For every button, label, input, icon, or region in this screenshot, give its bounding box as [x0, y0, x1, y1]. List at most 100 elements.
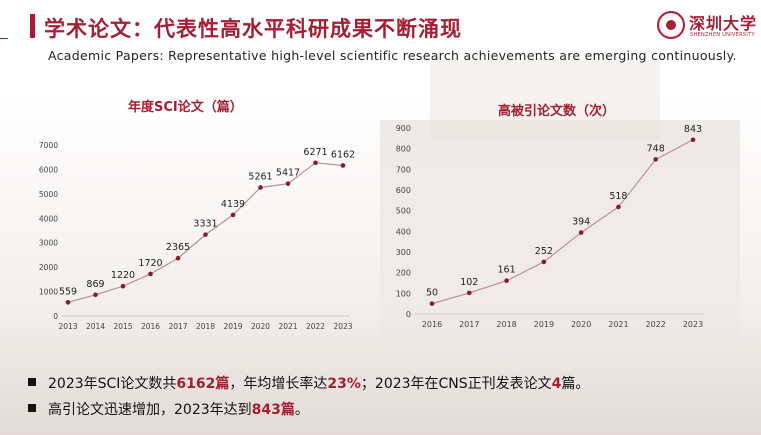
- data-label: 50: [426, 288, 438, 299]
- title-accent-bar: [30, 14, 35, 38]
- page-subtitle: Academic Papers: Representative high-lev…: [48, 48, 737, 63]
- data-point: [230, 212, 236, 218]
- x-tick-label: 2019: [223, 322, 242, 331]
- data-label: 3331: [193, 219, 217, 230]
- y-tick-label: 100: [396, 289, 411, 298]
- x-tick-label: 2016: [141, 322, 160, 331]
- bullet-text: 篇。: [561, 376, 590, 392]
- x-tick-label: 2017: [459, 320, 479, 329]
- y-tick-label: 4000: [39, 214, 58, 223]
- data-label: 4139: [221, 199, 245, 210]
- y-tick-label: 3000: [39, 239, 58, 248]
- data-point: [504, 278, 509, 284]
- data-label: 161: [498, 265, 516, 276]
- y-tick-label: 500: [396, 207, 411, 216]
- x-tick-label: 2021: [278, 322, 297, 331]
- data-point: [578, 230, 584, 235]
- university-logo-english: SHENZHEN UNIVERSITY: [690, 32, 755, 38]
- highlight-text: 843篇: [251, 402, 295, 418]
- highlight-text: 23%: [327, 376, 361, 392]
- data-label: 5261: [248, 171, 272, 182]
- x-tick-label: 2021: [608, 320, 628, 329]
- series-line: [431, 139, 694, 305]
- university-logo: 深圳大学 SHENZHEN UNIVERSITY: [657, 10, 756, 42]
- university-seal-icon: [657, 11, 685, 39]
- data-point: [616, 204, 621, 210]
- y-tick-label: 0: [53, 312, 58, 321]
- data-point: [541, 259, 547, 265]
- x-tick-label: 2023: [333, 322, 352, 331]
- data-label: 869: [86, 279, 104, 290]
- data-label: 559: [59, 286, 77, 297]
- x-tick-label: 2019: [534, 320, 554, 329]
- data-point: [120, 283, 126, 289]
- y-tick-label: 800: [396, 145, 411, 154]
- data-label: 5417: [276, 168, 300, 179]
- data-label: 748: [647, 143, 665, 154]
- data-point: [93, 292, 98, 298]
- x-tick-label: 2013: [58, 322, 77, 331]
- data-label: 102: [460, 277, 478, 288]
- x-tick-label: 2016: [422, 320, 442, 329]
- data-point: [653, 157, 659, 162]
- x-tick-label: 2015: [113, 322, 132, 331]
- data-point: [429, 301, 435, 306]
- highlight-text: 6162篇: [176, 376, 230, 392]
- y-tick-label: 5000: [39, 190, 58, 199]
- x-tick-label: 2014: [86, 322, 105, 331]
- y-tick-label: 700: [396, 165, 411, 174]
- page-title: 学术论文：代表性高水平科研成果不断涌现: [44, 17, 462, 41]
- y-tick-label: 400: [396, 227, 411, 236]
- y-tick-label: 7000: [39, 141, 58, 150]
- x-tick-label: 2017: [168, 322, 187, 331]
- bullet-text: 。: [294, 402, 309, 418]
- bullet-text: ，年均增长率达: [229, 376, 328, 392]
- header-rule: [0, 38, 8, 39]
- data-point: [203, 232, 208, 237]
- summary-bullets: 2023年SCI论文数共6162篇，年均增长率达23%；2023年在CNS正刊发…: [28, 371, 748, 423]
- summary-bullet-1: 2023年SCI论文数共6162篇，年均增长率达23%；2023年在CNS正刊发…: [28, 371, 748, 397]
- bullet-text: 2023年SCI论文数共: [48, 376, 177, 392]
- data-point: [285, 181, 291, 186]
- data-point: [313, 160, 318, 166]
- data-label: 6271: [303, 147, 327, 158]
- bullet-square-icon: [28, 378, 36, 386]
- highlight-text: 4: [551, 376, 562, 392]
- bullet-text: ；2023年在CNS正刊发表论文: [360, 376, 552, 392]
- data-label: 6162: [331, 149, 355, 160]
- data-point: [340, 163, 346, 168]
- y-tick-label: 200: [396, 269, 411, 278]
- bullet-square-icon: [28, 404, 36, 412]
- background-building-top: [430, 60, 660, 140]
- background-building-image: [380, 120, 740, 350]
- x-tick-label: 2022: [306, 322, 325, 331]
- data-label: 1220: [111, 270, 135, 281]
- y-tick-label: 900: [396, 124, 411, 133]
- y-tick-label: 600: [396, 186, 411, 195]
- x-tick-label: 2018: [196, 322, 215, 331]
- summary-bullet-2: 高引论文迅速增加，2023年达到843篇。: [28, 397, 748, 423]
- x-tick-label: 2023: [683, 320, 703, 329]
- y-tick-label: 300: [396, 248, 411, 257]
- x-tick-label: 2020: [251, 322, 270, 331]
- university-logo-name: 深圳大学: [689, 14, 758, 33]
- data-point: [148, 271, 153, 277]
- x-tick-label: 2022: [646, 320, 666, 329]
- data-point: [258, 185, 263, 190]
- x-tick-label: 2020: [571, 320, 591, 329]
- data-label: 843: [684, 124, 702, 135]
- data-label: 1720: [138, 258, 162, 269]
- data-label: 394: [572, 217, 590, 228]
- data-point: [175, 255, 181, 261]
- bullet-text: 高引论文迅速增加，2023年达到: [48, 402, 252, 418]
- y-tick-label: 0: [406, 310, 411, 319]
- data-point: [466, 290, 472, 296]
- data-point: [690, 137, 696, 143]
- y-tick-label: 6000: [39, 165, 58, 174]
- chart-title-sci: 年度SCI论文（篇）: [128, 100, 243, 115]
- data-label: 518: [609, 191, 627, 202]
- x-tick-label: 2018: [496, 320, 516, 329]
- y-tick-label: 1000: [39, 288, 58, 297]
